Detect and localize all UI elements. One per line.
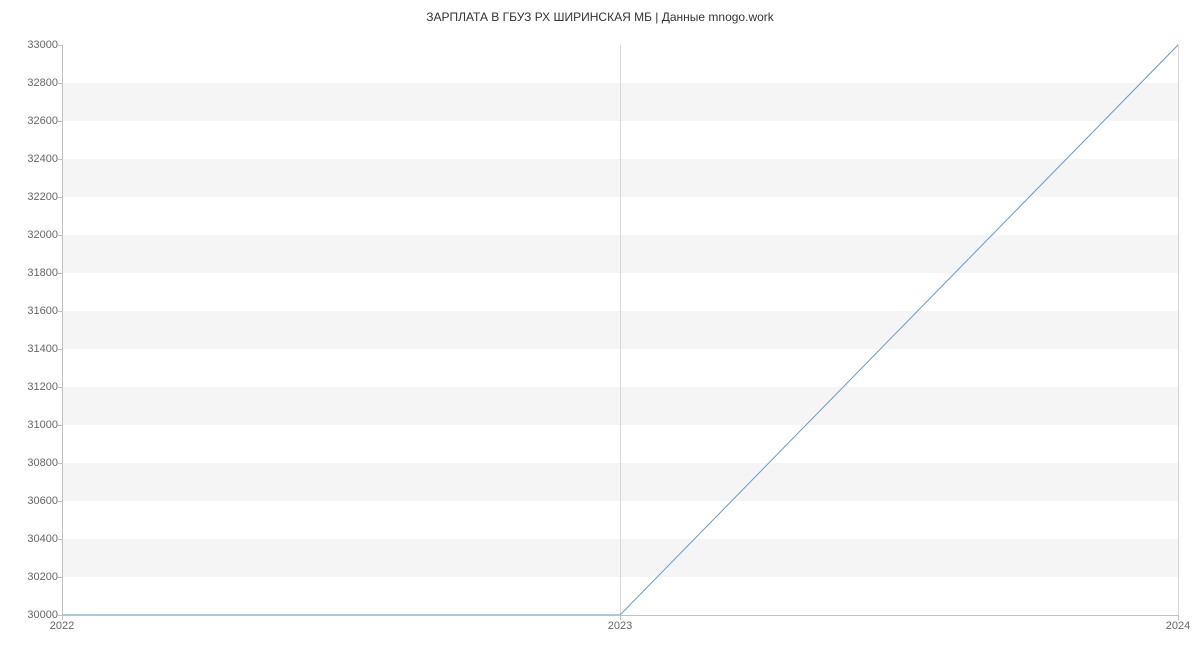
x-tick-mark	[620, 615, 621, 620]
grid-line-vertical	[1178, 45, 1179, 615]
y-tick-mark	[57, 235, 62, 236]
x-tick-mark	[62, 615, 63, 620]
y-tick-label: 32400	[8, 153, 58, 165]
y-tick-label: 31000	[8, 419, 58, 431]
y-axis-line	[62, 45, 63, 615]
y-tick-mark	[57, 311, 62, 312]
y-tick-mark	[57, 463, 62, 464]
y-tick-label: 31400	[8, 343, 58, 355]
y-tick-label: 31200	[8, 381, 58, 393]
x-tick-label: 2022	[50, 620, 74, 632]
data-line	[62, 45, 1178, 615]
y-tick-mark	[57, 577, 62, 578]
y-tick-mark	[57, 425, 62, 426]
y-tick-label: 30400	[8, 533, 58, 545]
y-tick-label: 32600	[8, 115, 58, 127]
y-tick-mark	[57, 387, 62, 388]
y-tick-mark	[57, 45, 62, 46]
y-tick-label: 32000	[8, 229, 58, 241]
y-tick-mark	[57, 349, 62, 350]
y-tick-label: 32200	[8, 191, 58, 203]
y-tick-mark	[57, 121, 62, 122]
y-tick-label: 33000	[8, 39, 58, 51]
y-tick-label: 32800	[8, 77, 58, 89]
y-tick-label: 31600	[8, 305, 58, 317]
y-tick-mark	[57, 197, 62, 198]
y-tick-mark	[57, 501, 62, 502]
y-tick-mark	[57, 273, 62, 274]
y-tick-mark	[57, 539, 62, 540]
y-tick-label: 30600	[8, 495, 58, 507]
x-tick-label: 2024	[1166, 620, 1190, 632]
plot-area	[62, 45, 1178, 615]
y-tick-label: 30200	[8, 571, 58, 583]
y-tick-mark	[57, 83, 62, 84]
y-tick-label: 31800	[8, 267, 58, 279]
salary-chart: ЗАРПЛАТА В ГБУЗ РХ ШИРИНСКАЯ МБ | Данные…	[0, 0, 1200, 650]
y-tick-mark	[57, 159, 62, 160]
chart-title: ЗАРПЛАТА В ГБУЗ РХ ШИРИНСКАЯ МБ | Данные…	[0, 10, 1200, 24]
x-tick-mark	[1178, 615, 1179, 620]
x-tick-label: 2023	[608, 620, 632, 632]
y-tick-label: 30800	[8, 457, 58, 469]
